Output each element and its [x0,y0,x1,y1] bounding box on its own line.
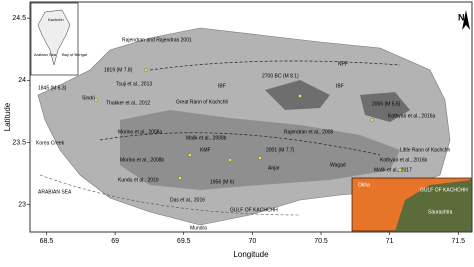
mainland-terrain [120,110,400,190]
north-label: N [458,12,465,22]
north-arrow-shape [462,10,470,30]
inset-label: Bay of Bengal [62,52,87,57]
y-axis-label: Latitude [3,102,12,131]
y-tick-label: 24 [18,77,26,84]
map-label: Sindri [82,95,95,101]
map-label: ARABIAN SEA [38,189,72,195]
map-label: Anjar [268,165,280,171]
map-label: Little Rann of Kachchh [400,147,451,153]
map-label: Morino et al., 2008a [118,129,162,135]
map-label: 2700 BC (M 8.1) [262,73,299,79]
map-label: Kundu et al., 2010 [118,177,159,183]
map-label: 1956 (M 6) [210,179,235,185]
site-marker [178,176,182,180]
site-marker [370,118,374,122]
map-label: Tsuji et al., 2013 [116,81,152,87]
map-label: Rajendran and Rajendran 2001 [122,37,192,43]
x-axis-label: Longitude [233,250,269,259]
site-marker [188,153,192,157]
x-tick-label: 71 [386,238,394,245]
map-label: Das et al., 2016 [170,197,205,203]
pachham-island [265,80,330,110]
map-label: GULF OF KACHCHH [230,207,278,213]
map-label: Rajendran et al., 2008 [284,129,333,135]
npf-fault [149,60,401,71]
site-marker [258,156,262,160]
x-tick-label: 69 [111,238,119,245]
site-marker [144,68,148,72]
map-label: Great Rann of Kachchh [176,99,228,105]
fault-line [39,174,301,216]
site-marker [298,94,302,98]
map-label: Malik et al., 2017 [374,167,412,173]
x-tick-label: 70 [248,238,256,245]
y-tick-label: 24.5 [12,15,26,22]
map-label: 2006 (M 5.6) [372,101,401,107]
photo-land [395,180,471,231]
india-inset [30,2,79,76]
map-label: IBF [336,83,344,89]
map-label: Kothyari et al., 2016b [380,157,427,163]
photo-label: Saurashtra [428,209,453,215]
y-tick-label: 23.5 [12,139,26,146]
map-label: Korea Creek [36,140,65,146]
photo-label: GULF OF KACHCHH [420,187,468,193]
kmf-fault [99,132,381,156]
map-label: IBF [218,83,226,89]
inset-label: Kachchh [48,17,64,22]
photo-inset [351,177,472,232]
site-marker [94,98,98,102]
x-tick-label: 70.5 [314,238,328,245]
photo-label: Okha [358,182,370,188]
khadir-island [360,92,410,122]
map-label: Mundra [190,225,207,231]
map-label: Morino et al., 2008b [120,157,164,163]
map-label: 2001 (M 7.7) [266,147,295,153]
north-arrow [462,10,470,30]
map-label: 1845 (M 6.3) [38,85,67,91]
map-label: Wagad [330,162,346,168]
map-label: NPF [338,61,348,67]
x-tick-label: 69.5 [177,238,191,245]
x-tick-label: 68.5 [40,238,54,245]
y-tick-label: 23 [18,201,26,208]
india-outline [37,9,71,66]
map-label: Thakker et al., 2012 [106,100,150,106]
site-marker [398,168,402,172]
map-label: Malik et al., 2008b [186,135,227,141]
map-label: 1819 (M 7.8) [104,67,133,73]
x-tick-label: 71.5 [451,238,465,245]
map-label: Kothyari et al., 2016a [388,113,435,119]
site-marker [228,158,232,162]
map-label: KMF [200,147,211,153]
inset-label: Arabian Sea [34,52,57,57]
